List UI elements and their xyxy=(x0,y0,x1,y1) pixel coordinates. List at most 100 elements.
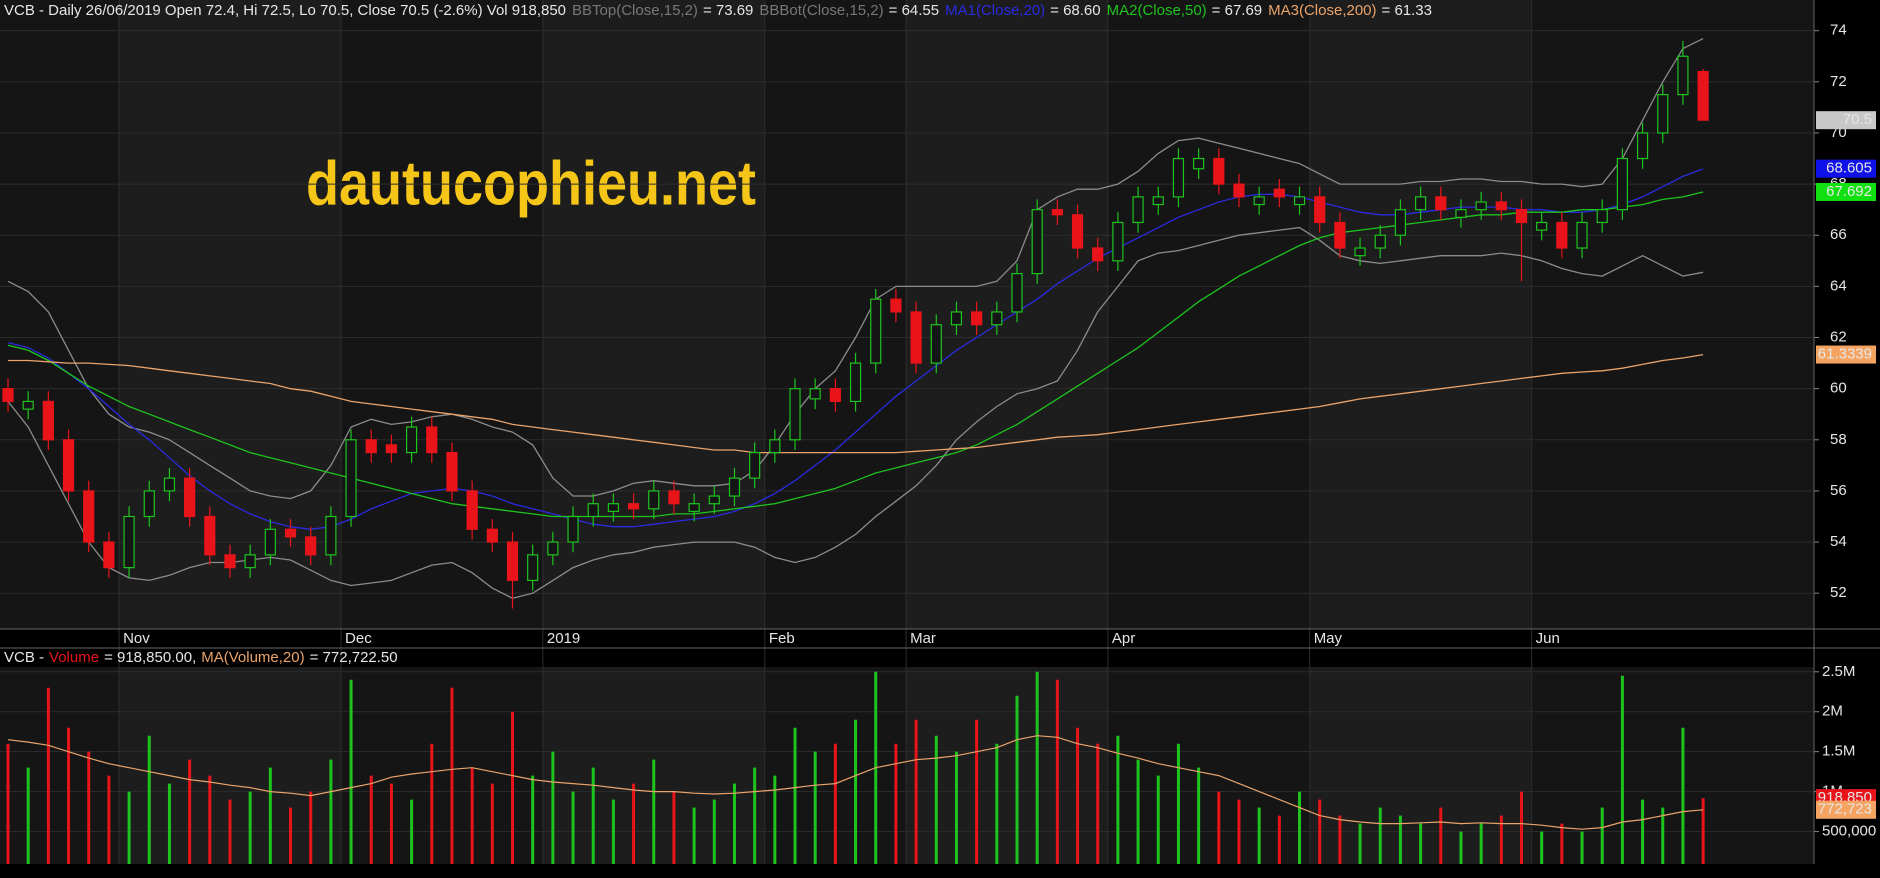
candle-body xyxy=(1435,196,1447,211)
candle-body xyxy=(930,324,942,364)
candle-body xyxy=(1152,196,1164,206)
y-tick-label: 52 xyxy=(1830,584,1847,601)
price-badge-label: 70.5 xyxy=(1843,111,1872,128)
legend-name: BBTop(Close,15,2) xyxy=(572,2,698,19)
candle-body xyxy=(365,439,377,454)
y-tick-label: 74 xyxy=(1830,22,1847,39)
candle-body xyxy=(42,400,54,441)
price-badge-label: 68.605 xyxy=(1826,160,1872,177)
indicator-line xyxy=(8,353,1704,454)
candle-body xyxy=(426,426,438,454)
candle-body xyxy=(22,400,34,410)
candle-body xyxy=(890,298,902,313)
legend-value: = 67.69 xyxy=(1212,2,1262,19)
legend-name: MA3(Close,200) xyxy=(1268,2,1376,19)
candle-body xyxy=(1172,157,1185,198)
candle-body xyxy=(567,515,579,543)
candle-body xyxy=(1677,55,1689,96)
y-tick-label: 72 xyxy=(1830,73,1847,90)
header-title: VCB - Daily 26/06/2019 Open 72.4, Hi 72.… xyxy=(4,2,566,19)
x-tick-label: Jun xyxy=(1536,630,1560,647)
candle-body xyxy=(264,528,276,556)
candle-body xyxy=(1455,209,1467,218)
price-badge-label: 61.3339 xyxy=(1818,346,1872,363)
candle-body xyxy=(163,477,176,492)
candle-body xyxy=(769,439,781,454)
x-tick-label: Apr xyxy=(1112,630,1135,647)
candle-body xyxy=(1293,196,1306,206)
x-tick-label: Feb xyxy=(769,630,795,647)
x-tick-label: Dec xyxy=(345,630,372,647)
candle-body xyxy=(688,503,700,512)
month-band xyxy=(1309,0,1532,629)
candle-body xyxy=(1495,201,1507,211)
candle-body xyxy=(1616,157,1629,211)
candle-body xyxy=(184,477,196,518)
candle-body xyxy=(1132,196,1144,224)
legend-name: MA(Volume,20) xyxy=(201,649,304,666)
candle-body xyxy=(789,388,801,441)
y-tick-label: 2.5M xyxy=(1822,663,1855,680)
candle-body xyxy=(1636,132,1649,160)
candle-body xyxy=(385,444,398,454)
candle-body xyxy=(1515,209,1528,224)
candle-body xyxy=(749,451,761,479)
candle-body xyxy=(325,515,337,556)
price-badge xyxy=(1816,800,1876,819)
candle-body xyxy=(648,490,660,510)
candle-body xyxy=(1031,209,1043,275)
candle-body xyxy=(870,298,882,364)
candle-body xyxy=(2,388,14,403)
candle-body xyxy=(1071,214,1084,249)
candle-body xyxy=(1112,221,1124,262)
legend-value: = 68.60 xyxy=(1050,2,1100,19)
candle-body xyxy=(849,362,862,403)
price-badge xyxy=(1816,345,1876,364)
candle-body xyxy=(123,515,135,569)
candle-body xyxy=(1051,209,1063,216)
candle-body xyxy=(486,528,498,543)
candle-body xyxy=(1273,188,1285,198)
candle-body xyxy=(1475,201,1487,211)
indicator-line xyxy=(7,38,1704,500)
y-tick-label: 60 xyxy=(1830,380,1847,397)
legend-value: = 61.33 xyxy=(1382,2,1432,19)
candle-body xyxy=(284,528,297,538)
candle-body xyxy=(244,554,256,569)
candle-body xyxy=(829,388,841,403)
candle-body xyxy=(627,503,640,510)
candle-body xyxy=(1556,221,1568,249)
candle-body xyxy=(547,541,559,556)
candle-body xyxy=(1697,70,1709,121)
x-tick-label: Nov xyxy=(123,630,150,647)
y-tick-label: 56 xyxy=(1830,482,1847,499)
y-tick-label: 66 xyxy=(1830,226,1847,243)
x-tick-label: Mar xyxy=(910,630,936,647)
candle-body xyxy=(224,554,236,569)
candle-body xyxy=(345,439,357,518)
candle-body xyxy=(910,311,922,364)
candle-body xyxy=(1092,247,1104,262)
candle-body xyxy=(809,388,821,400)
candle-body xyxy=(1011,272,1023,313)
indicator-line xyxy=(7,226,1704,599)
price-badge-label: 772,723 xyxy=(1818,801,1872,818)
y-tick-label: 64 xyxy=(1830,277,1847,294)
header: VCB - Volume = 918,850.00, MA(Volume,20) = 7… xyxy=(4,649,398,666)
candle-body xyxy=(950,311,963,326)
y-tick-label: 500,000 xyxy=(1822,823,1876,840)
candle-body xyxy=(1414,196,1427,211)
candle-body xyxy=(587,503,599,518)
candle-body xyxy=(1193,157,1205,170)
legend-name: MA1(Close,20) xyxy=(945,2,1045,19)
candle-body xyxy=(103,541,115,569)
month-band xyxy=(906,0,1108,629)
candle-body xyxy=(1334,221,1346,249)
legend-value: = 73.69 xyxy=(703,2,753,19)
candle-body xyxy=(1314,196,1326,224)
legend-name: Volume xyxy=(49,649,99,666)
price-badge xyxy=(1816,111,1876,130)
legend-name: MA2(Close,50) xyxy=(1107,2,1207,19)
